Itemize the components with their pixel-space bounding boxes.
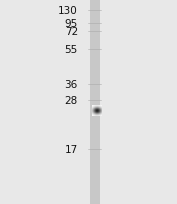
Bar (90, 0, 100, 204)
Text: 72: 72 (65, 27, 78, 37)
Text: 55: 55 (65, 45, 78, 55)
Text: 28: 28 (65, 96, 78, 106)
Text: 95: 95 (65, 19, 78, 28)
Text: 17: 17 (65, 144, 78, 154)
Text: 36: 36 (65, 80, 78, 90)
Text: 130: 130 (58, 6, 78, 16)
